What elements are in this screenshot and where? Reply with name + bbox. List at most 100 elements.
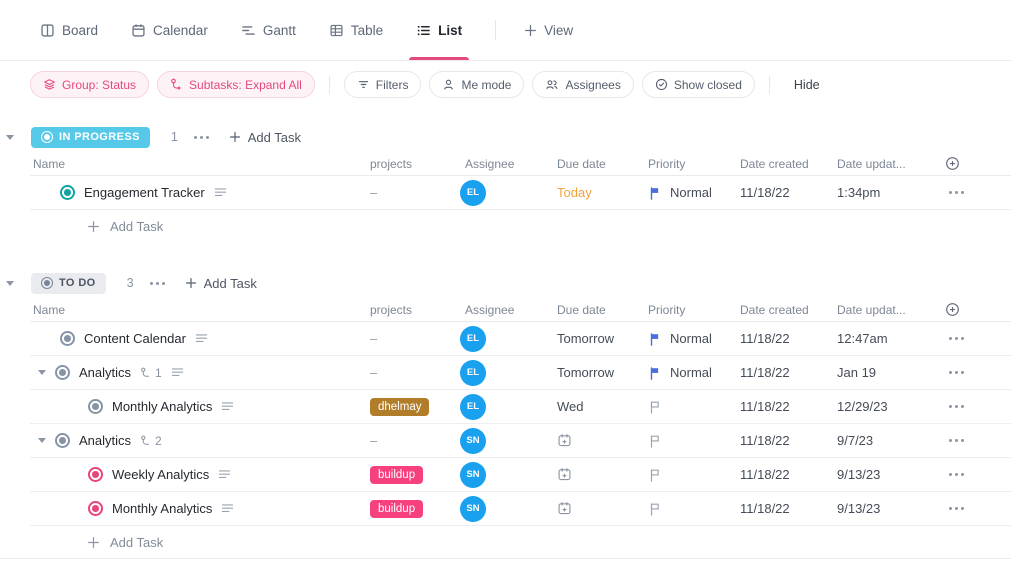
task-name[interactable]: Weekly Analytics	[112, 467, 210, 482]
cell-priority[interactable]	[648, 502, 740, 516]
column-header-date-created[interactable]: Date created	[740, 302, 809, 317]
task-name[interactable]: Monthly Analytics	[112, 501, 213, 516]
assignee-avatar[interactable]: SN	[460, 495, 486, 522]
cell-due-date[interactable]: Wed	[557, 399, 648, 414]
cell-priority[interactable]	[648, 400, 740, 414]
hide-button[interactable]: Hide	[793, 77, 820, 92]
cell-due-date[interactable]: Today	[557, 185, 648, 200]
table-row[interactable]: Content Calendar – EL Tomorrow Normal 11…	[30, 322, 1011, 356]
add-column-icon[interactable]	[945, 156, 960, 171]
filters-pill[interactable]: Filters	[343, 71, 422, 98]
cell-priority[interactable]: Normal	[648, 185, 740, 200]
assignees-pill[interactable]: Assignees	[532, 71, 634, 98]
table-row[interactable]: Monthly Analytics buildup SN 11/18/22 9/…	[30, 492, 1011, 526]
cell-priority[interactable]: Normal	[648, 331, 740, 346]
assignee-avatar[interactable]: SN	[460, 427, 486, 454]
add-task-row[interactable]: Add Task	[30, 526, 1011, 558]
me-mode-pill[interactable]: Me mode	[429, 71, 525, 98]
table-row[interactable]: Analytics 2 – SN 11/18/22	[30, 424, 1011, 458]
cell-projects[interactable]: –	[370, 433, 378, 448]
task-status-icon[interactable]	[55, 365, 70, 380]
subtasks-pill[interactable]: Subtasks: Expand All	[157, 71, 315, 98]
status-badge[interactable]: IN PROGRESS	[31, 126, 150, 148]
expand-caret-icon[interactable]	[38, 370, 46, 375]
expand-caret-icon[interactable]	[38, 438, 46, 443]
column-header-name[interactable]: Name	[33, 302, 66, 317]
add-task-row[interactable]: Add Task	[30, 210, 1011, 242]
column-header-date-updated[interactable]: Date updat...	[837, 156, 906, 171]
task-name[interactable]: Content Calendar	[84, 331, 186, 346]
task-status-icon[interactable]	[60, 185, 75, 200]
subtask-count-badge[interactable]: 1	[140, 366, 162, 380]
cell-due-date[interactable]	[557, 433, 648, 448]
task-status-icon[interactable]	[88, 399, 103, 414]
show-closed-pill[interactable]: Show closed	[641, 71, 755, 98]
collapse-caret-icon[interactable]	[6, 134, 14, 140]
subtask-count-badge[interactable]: 2	[140, 434, 162, 448]
cell-projects[interactable]: –	[370, 365, 378, 380]
collapse-caret-icon[interactable]	[6, 280, 14, 286]
add-column-icon[interactable]	[945, 302, 960, 317]
cell-due-date[interactable]	[557, 467, 648, 482]
add-view-button[interactable]: View	[524, 0, 573, 60]
cell-priority[interactable]	[648, 434, 740, 448]
row-more-button[interactable]	[945, 187, 968, 198]
table-row[interactable]: Analytics 1 – EL Tomorrow Normal	[30, 356, 1011, 390]
task-name[interactable]: Monthly Analytics	[112, 399, 213, 414]
column-header-priority[interactable]: Priority	[648, 156, 686, 171]
description-icon[interactable]	[195, 332, 208, 345]
table-row[interactable]: Monthly Analytics dhelmay EL Wed 11/18/2…	[30, 390, 1011, 424]
assignee-avatar[interactable]: EL	[460, 359, 486, 386]
group-more-button[interactable]	[190, 132, 213, 143]
column-header-priority[interactable]: Priority	[648, 302, 686, 317]
task-name[interactable]: Engagement Tracker	[84, 185, 205, 200]
group-more-button[interactable]	[146, 278, 169, 289]
column-header-projects[interactable]: projects	[370, 156, 413, 171]
task-status-icon[interactable]	[55, 433, 70, 448]
cell-priority[interactable]: Normal	[648, 365, 740, 380]
row-more-button[interactable]	[945, 435, 968, 446]
row-more-button[interactable]	[945, 333, 968, 344]
column-header-due-date[interactable]: Due date	[557, 156, 606, 171]
task-name[interactable]: Analytics	[79, 365, 132, 380]
assignee-avatar[interactable]: EL	[460, 393, 486, 420]
description-icon[interactable]	[221, 400, 234, 413]
assignee-avatar[interactable]: EL	[460, 179, 486, 206]
tab-list[interactable]: List	[409, 0, 470, 60]
task-status-icon[interactable]	[88, 467, 103, 482]
add-task-button[interactable]: Add Task	[229, 130, 301, 145]
description-icon[interactable]	[221, 502, 234, 515]
project-tag[interactable]: buildup	[370, 500, 424, 518]
assignee-avatar[interactable]: EL	[460, 325, 486, 352]
column-header-due-date[interactable]: Due date	[557, 302, 606, 317]
row-more-button[interactable]	[945, 469, 968, 480]
table-row[interactable]: Weekly Analytics buildup SN 11/18/22 9/1…	[30, 458, 1011, 492]
row-more-button[interactable]	[945, 503, 968, 514]
cell-projects[interactable]: –	[370, 331, 378, 346]
tab-board[interactable]: Board	[40, 0, 98, 60]
column-header-assignee[interactable]: Assignee	[465, 302, 515, 317]
description-icon[interactable]	[218, 468, 231, 481]
cell-due-date[interactable]: Tomorrow	[557, 331, 648, 346]
cell-due-date[interactable]: Tomorrow	[557, 365, 648, 380]
project-tag[interactable]: buildup	[370, 466, 424, 484]
task-status-icon[interactable]	[88, 501, 103, 516]
status-badge[interactable]: TO DO	[31, 272, 106, 294]
row-more-button[interactable]	[945, 367, 968, 378]
group-status-pill[interactable]: Group: Status	[30, 71, 150, 98]
task-status-icon[interactable]	[60, 331, 75, 346]
add-task-button[interactable]: Add Task	[185, 276, 257, 291]
description-icon[interactable]	[171, 366, 184, 379]
task-name[interactable]: Analytics	[79, 433, 132, 448]
column-header-date-created[interactable]: Date created	[740, 156, 809, 171]
row-more-button[interactable]	[945, 401, 968, 412]
tab-calendar[interactable]: Calendar	[131, 0, 208, 60]
project-tag[interactable]: dhelmay	[370, 398, 430, 416]
tab-gantt[interactable]: Gantt	[241, 0, 296, 60]
column-header-projects[interactable]: projects	[370, 302, 413, 317]
table-row[interactable]: Engagement Tracker – EL Today Normal 11/…	[30, 176, 1011, 210]
assignee-avatar[interactable]: SN	[460, 461, 486, 488]
column-header-assignee[interactable]: Assignee	[465, 156, 515, 171]
description-icon[interactable]	[214, 186, 227, 199]
tab-table[interactable]: Table	[329, 0, 383, 60]
